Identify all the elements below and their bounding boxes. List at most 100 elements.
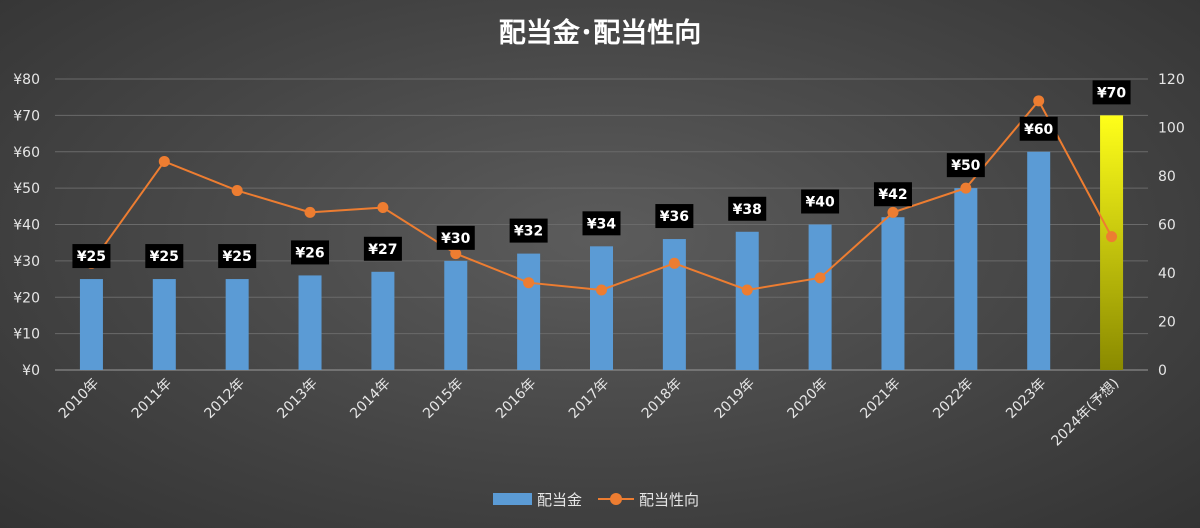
data-label-bg [582,211,621,236]
data-label-text: ¥34 [587,216,616,232]
y-right-tick-label: 0 [1158,363,1167,379]
data-label-bg [1019,116,1058,141]
data-label: ¥25 [145,244,184,269]
data-label: ¥30 [436,225,475,250]
data-label: ¥36 [655,204,694,229]
data-label-bg [728,196,767,221]
x-tick-label: 2010年 [56,376,102,422]
line-point [887,206,899,218]
line-point [377,202,389,214]
legend-label-payout: 配当性向 [639,491,699,509]
data-label-bg [436,225,475,250]
data-label-text: ¥26 [295,245,324,261]
bar [371,271,395,370]
data-label-text: ¥25 [77,249,106,265]
data-label-bg [291,240,330,265]
y-left-tick-label: ¥10 [13,327,40,343]
x-tick-label: 2013年 [274,376,320,422]
x-tick-label: 2012年 [202,376,248,422]
data-label-bg [1092,80,1131,105]
data-label-text: ¥27 [368,242,397,258]
x-axis-ticks: 2010年 2011年 2012年 2013年 2014年 2015年 2016年 2017年… [56,376,1123,450]
bar [1027,151,1051,370]
y-left-tick-label: ¥50 [13,181,40,197]
data-label-text: ¥60 [1024,122,1053,138]
line-point [158,155,170,167]
data-label-text: ¥40 [805,195,834,211]
data-label-bg [509,218,548,243]
x-tick-label: 2022年 [930,376,976,422]
payout-ratio-line [85,95,1118,296]
data-label: ¥70 [1092,80,1131,105]
bar [590,246,613,370]
data-label-text: ¥38 [733,202,762,218]
line-point [741,284,753,296]
data-label-bg [145,244,184,269]
line-point [1106,231,1118,243]
data-label: ¥27 [363,236,402,261]
bar [444,260,468,370]
y-right-tick-label: 80 [1158,169,1176,185]
x-tick-label: 2021年 [857,376,903,422]
y-right-tick-label: 20 [1158,315,1176,331]
data-label-text: ¥50 [951,158,980,174]
data-label-bg [655,204,694,229]
data-label: ¥25 [218,244,257,269]
dividend-bars [79,115,1124,370]
line-point [596,284,607,296]
data-label-bg [873,182,912,207]
line-point [231,185,243,197]
y-left-tick-label: ¥80 [13,72,40,88]
y-left-tick-label: ¥20 [13,290,40,306]
x-tick-label: 2016年 [493,376,539,422]
chart-title: 配当金･配当性向 [499,17,702,49]
line-point [523,277,535,289]
bar [298,275,322,370]
data-label-bg [946,153,985,178]
y-left-tick-label: ¥40 [13,218,40,234]
data-label-bg [72,244,111,269]
data-label: ¥26 [291,240,330,265]
line-point [304,206,316,218]
bar [79,279,103,370]
y-right-tick-label: 120 [1158,72,1185,88]
data-label: ¥60 [1019,116,1058,141]
bar [225,279,249,370]
data-labels: ¥25 ¥25 ¥25 ¥26 ¥27 ¥30 ¥32 ¥34 ¥36 ¥38 ¥40 ¥42 ¥50 ¥… [72,80,1131,269]
data-label-text: ¥32 [514,224,543,240]
line-point [960,182,972,194]
y-right-tick-label: 40 [1158,266,1176,282]
x-tick-label: 2017年 [566,376,612,422]
line-point [814,272,826,284]
bar [517,253,541,370]
data-label-text: ¥25 [223,249,252,265]
x-tick-label: 2011年 [129,376,175,422]
x-tick-label: 2014年 [347,376,393,422]
y-left-tick-label: ¥0 [22,363,40,379]
data-label-text: ¥70 [1097,85,1126,101]
bar [152,279,176,370]
data-label-text: ¥30 [441,231,470,247]
data-label-bg [363,236,402,261]
y-right-tick-label: 100 [1158,121,1185,137]
x-tick-label: 2018年 [639,376,685,422]
line-point [450,248,462,260]
data-label-bg [801,189,840,214]
x-tick-label: 2023年 [1003,376,1049,422]
data-label: ¥38 [728,196,767,221]
data-label: ¥42 [873,182,912,207]
y-right-tick-label: 60 [1158,218,1176,234]
data-label: ¥34 [582,211,621,236]
bar [735,231,759,370]
data-label-text: ¥42 [878,187,907,203]
legend-swatch-payout-marker [610,493,622,505]
data-label: ¥40 [801,189,840,214]
left-axis-ticks: ¥0 ¥10 ¥20 ¥30 ¥40 ¥50 ¥60 ¥70 ¥80 [13,72,40,379]
data-label-text: ¥25 [150,249,179,265]
data-label: ¥32 [509,218,548,243]
bar-forecast [1100,115,1124,370]
data-label-bg [218,244,257,269]
y-left-tick-label: ¥70 [13,108,40,124]
bar [662,239,686,370]
